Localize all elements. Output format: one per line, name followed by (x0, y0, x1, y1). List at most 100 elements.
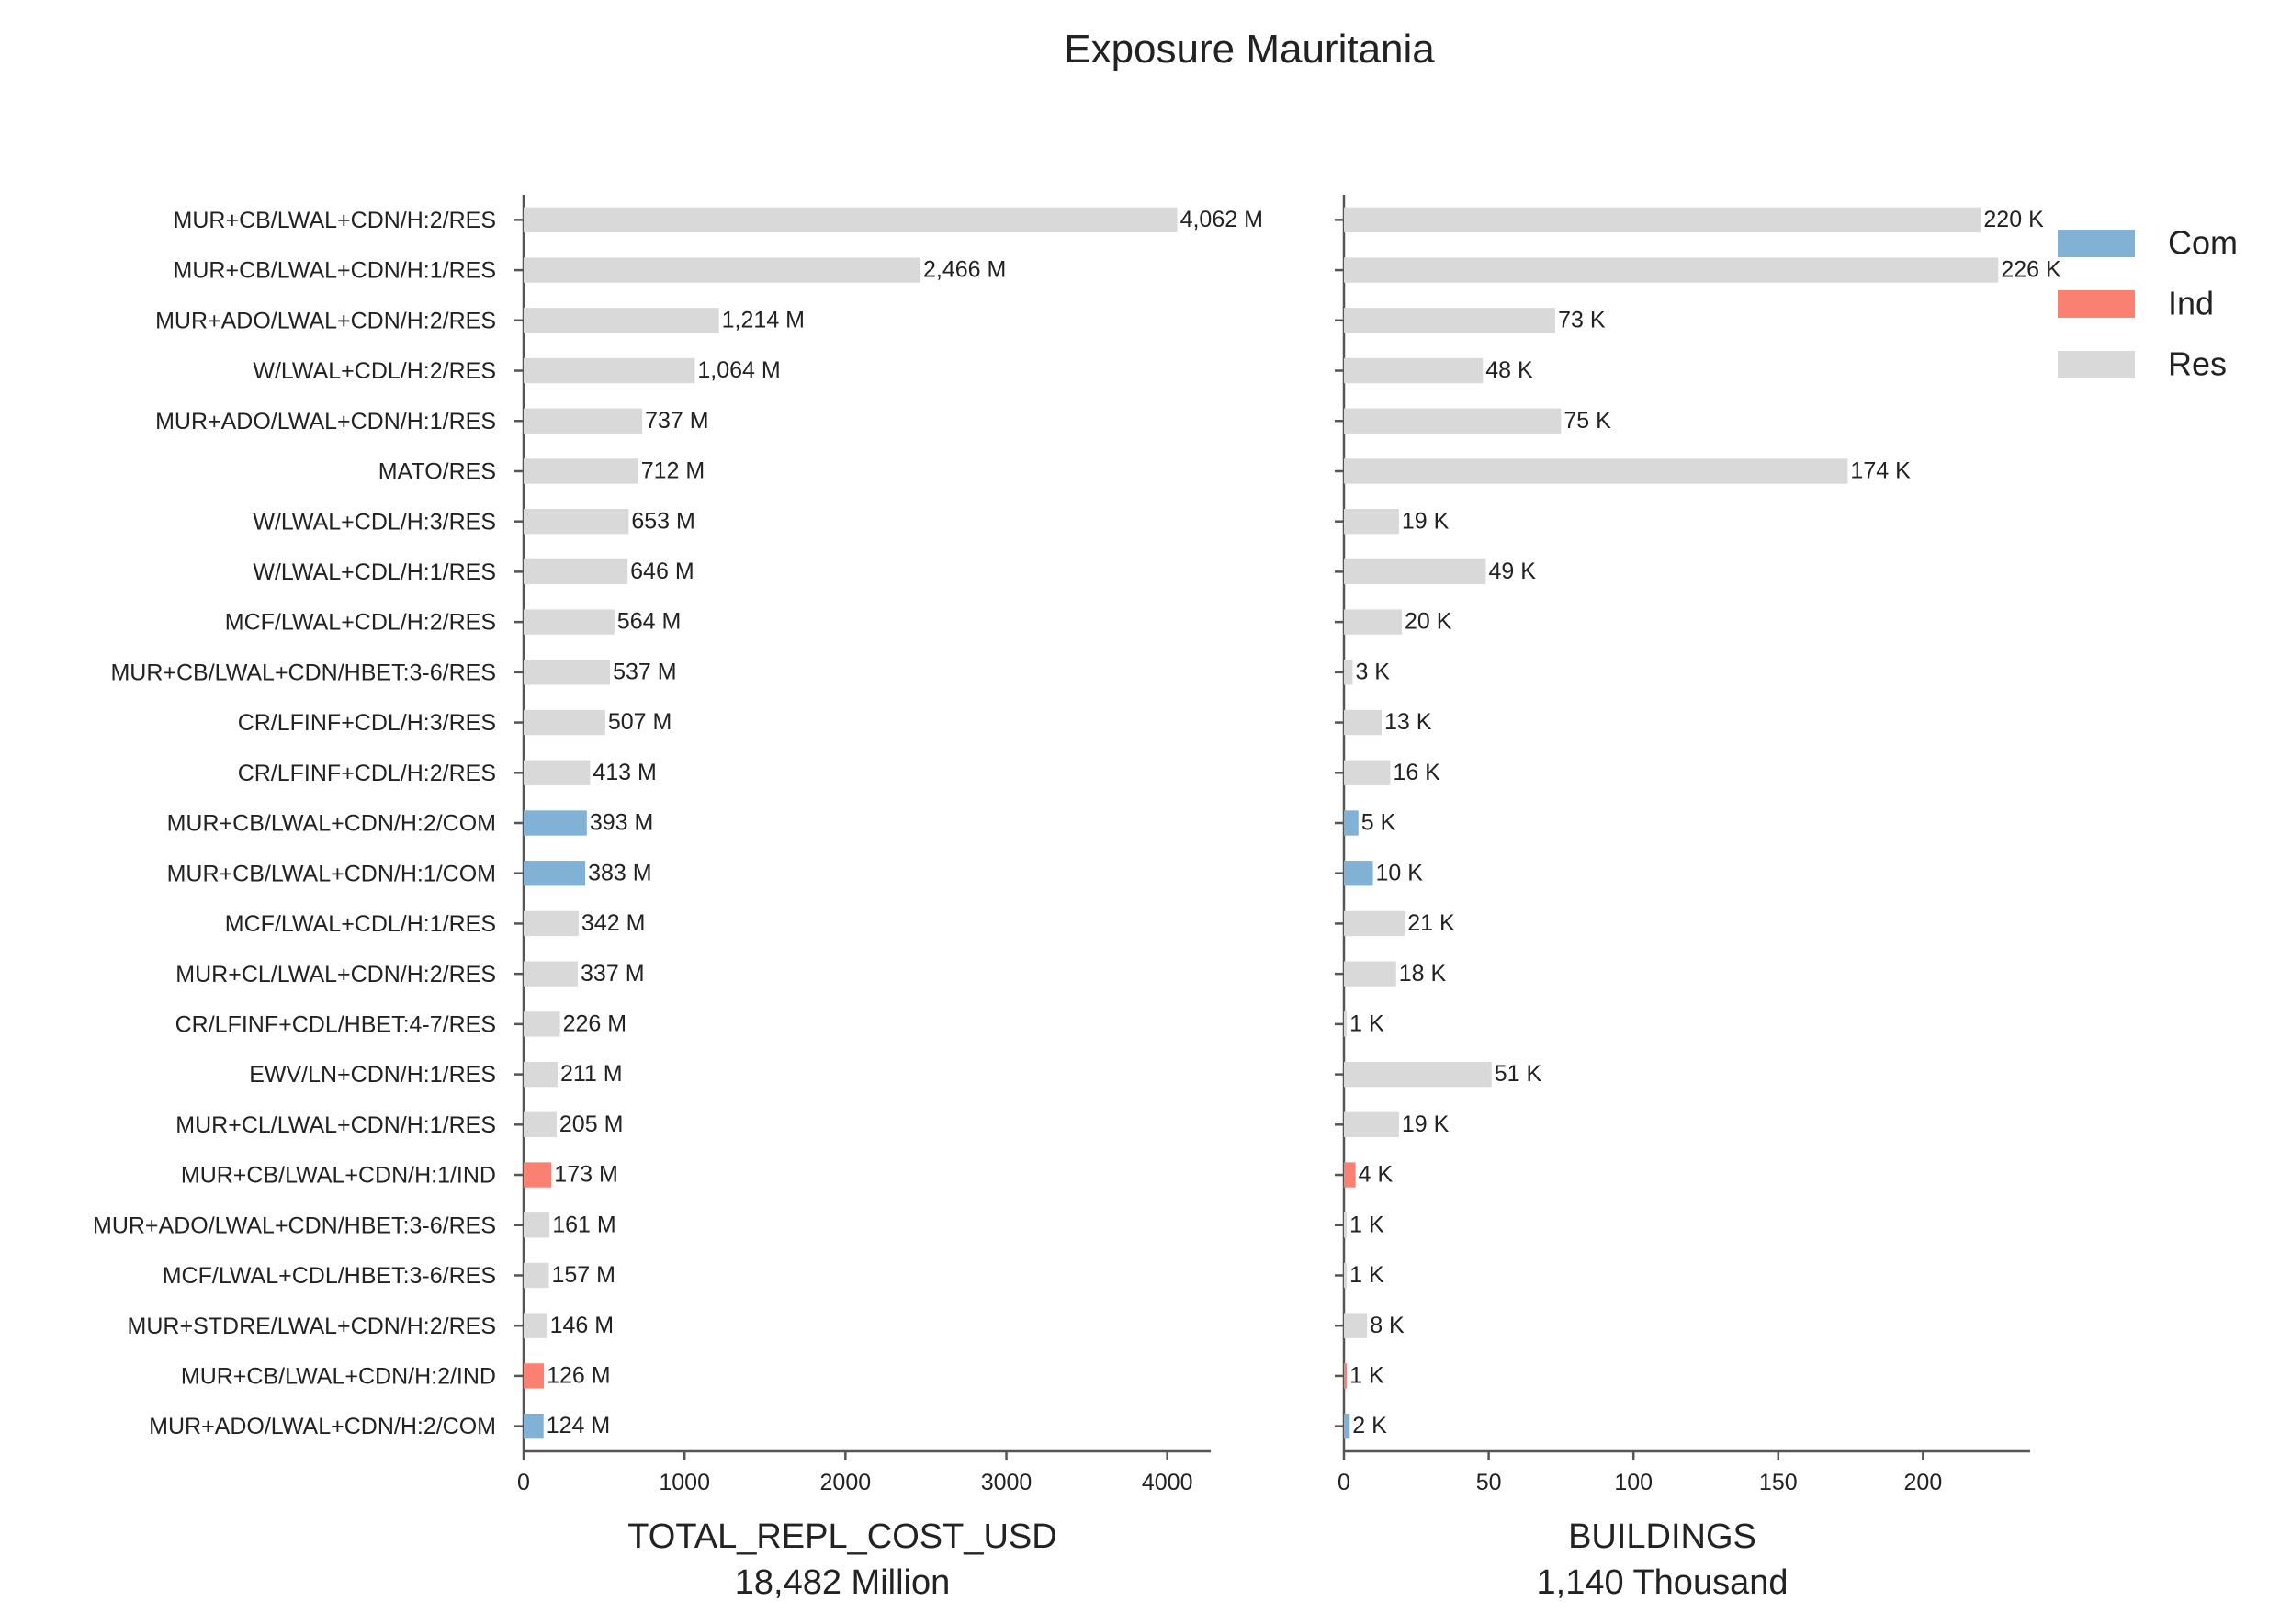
data-label: 1 K (1349, 1363, 1384, 1389)
data-label: 537 M (613, 659, 676, 684)
data-label: 1,064 M (697, 357, 780, 383)
category-label: MUR+ADO/LWAL+CDN/H:1/RES (155, 409, 496, 434)
data-label: 2,466 M (923, 257, 1006, 283)
category-label: MCF/LWAL+CDL/HBET:3-6/RES (163, 1263, 496, 1289)
legend-swatch-res (2058, 351, 2135, 378)
bar-res (1344, 257, 1999, 283)
category-label: W/LWAL+CDL/H:1/RES (253, 559, 496, 585)
bar-res (1344, 308, 1556, 333)
data-label: 737 M (645, 408, 708, 434)
data-label: 205 M (559, 1111, 623, 1137)
bar-ind (1344, 1363, 1348, 1389)
data-label: 4 K (1359, 1162, 1394, 1188)
category-label: W/LWAL+CDL/H:3/RES (253, 509, 496, 535)
bar-res (1344, 1061, 1492, 1088)
x-tick-label: 50 (1476, 1470, 1502, 1495)
x-axis-label: TOTAL_REPL_COST_USD (627, 1517, 1056, 1556)
data-label: 48 K (1485, 357, 1533, 383)
data-label: 646 M (630, 558, 694, 584)
category-label: MUR+CB/LWAL+CDN/H:1/IND (181, 1163, 496, 1189)
category-label: MCF/LWAL+CDL/H:2/RES (225, 610, 496, 636)
category-label: CR/LFINF+CDL/HBET:4-7/RES (175, 1011, 496, 1037)
data-label: 342 M (581, 910, 645, 936)
data-label: 4,062 M (1180, 207, 1263, 232)
category-label: W/LWAL+CDL/H:2/RES (253, 358, 496, 384)
category-label: MUR+CL/LWAL+CDN/H:1/RES (175, 1112, 496, 1138)
bar-res (524, 961, 579, 987)
bar-com (524, 861, 586, 886)
legend-label-ind: Ind (2168, 285, 2214, 322)
bar-com (1344, 861, 1373, 886)
data-label: 19 K (1402, 1111, 1450, 1137)
category-label: CR/LFINF+CDL/H:2/RES (238, 761, 496, 786)
x-tick-label: 150 (1759, 1470, 1798, 1495)
data-label: 19 K (1402, 508, 1450, 534)
category-label: MUR+ADO/LWAL+CDN/HBET:3-6/RES (93, 1212, 496, 1238)
bar-res (524, 1262, 549, 1289)
category-label: MUR+ADO/LWAL+CDN/H:2/RES (155, 308, 496, 333)
x-tick-label: 0 (1338, 1470, 1350, 1495)
data-label: 337 M (581, 961, 644, 987)
data-label: 73 K (1558, 307, 1606, 333)
bar-res (524, 458, 638, 484)
bar-res (1344, 961, 1396, 987)
category-label: MATO/RES (378, 459, 496, 485)
data-label: 2 K (1352, 1413, 1387, 1438)
data-label: 5 K (1361, 810, 1396, 836)
bar-res (1344, 408, 1562, 434)
data-label: 8 K (1370, 1313, 1405, 1338)
bar-res (1344, 1262, 1348, 1289)
data-label: 1 K (1349, 1262, 1384, 1288)
x-tick-label: 100 (1614, 1470, 1653, 1495)
bar-res (1344, 1212, 1348, 1238)
category-label: MCF/LWAL+CDL/H:1/RES (225, 911, 496, 937)
data-label: 1 K (1349, 1212, 1384, 1237)
x-axis-sublabel: 18,482 Million (735, 1563, 950, 1602)
bar-res (1344, 760, 1391, 785)
x-tick-label: 2000 (820, 1470, 872, 1495)
data-label: 174 K (1850, 458, 1911, 484)
bar-res (524, 1212, 550, 1238)
data-label: 393 M (590, 810, 653, 836)
data-label: 653 M (631, 508, 694, 534)
bar-com (1344, 1413, 1350, 1439)
data-label: 16 K (1393, 760, 1440, 785)
data-label: 21 K (1407, 910, 1455, 936)
bar-ind (524, 1363, 545, 1389)
x-axis-label: BUILDINGS (1568, 1517, 1756, 1556)
bar-res (1344, 609, 1403, 635)
data-label: 226 K (2001, 257, 2061, 283)
bar-res (1344, 357, 1484, 384)
category-label: MUR+ADO/LWAL+CDN/H:2/COM (149, 1414, 496, 1439)
data-label: 1,214 M (722, 307, 805, 333)
x-tick-label: 4000 (1142, 1470, 1193, 1495)
x-tick-label: 200 (1904, 1470, 1943, 1495)
bar-res (524, 1313, 547, 1338)
bar-res (524, 1061, 558, 1088)
data-label: 413 M (593, 760, 656, 785)
category-label: MUR+STDRE/LWAL+CDN/H:2/RES (128, 1314, 496, 1339)
data-label: 211 M (560, 1061, 623, 1087)
data-label: 220 K (1983, 207, 2044, 232)
bar-res (524, 558, 628, 585)
legend: Com Ind Res (2058, 224, 2238, 383)
data-label: 161 M (552, 1212, 615, 1237)
x-axis-sublabel: 1,140 Thousand (1537, 1563, 1789, 1602)
bar-res (1344, 558, 1486, 585)
x-tick-label: 1000 (659, 1470, 710, 1495)
bar-res (524, 1011, 560, 1037)
category-label: EWV/LN+CDN/H:1/RES (249, 1062, 496, 1088)
category-label: MUR+CB/LWAL+CDN/HBET:3-6/RES (110, 660, 496, 685)
bar-res (524, 609, 615, 635)
data-label: 1 K (1349, 1010, 1384, 1036)
data-label: 157 M (552, 1262, 615, 1288)
legend-label-com: Com (2168, 224, 2238, 262)
bar-res (1344, 509, 1399, 535)
bar-com (1344, 810, 1359, 836)
category-label: MUR+CB/LWAL+CDN/H:1/RES (174, 258, 496, 284)
data-label: 13 K (1384, 709, 1432, 735)
bar-ind (524, 1162, 552, 1188)
bar-res (524, 408, 643, 434)
bar-res (524, 509, 629, 535)
bar-res (1344, 709, 1382, 736)
